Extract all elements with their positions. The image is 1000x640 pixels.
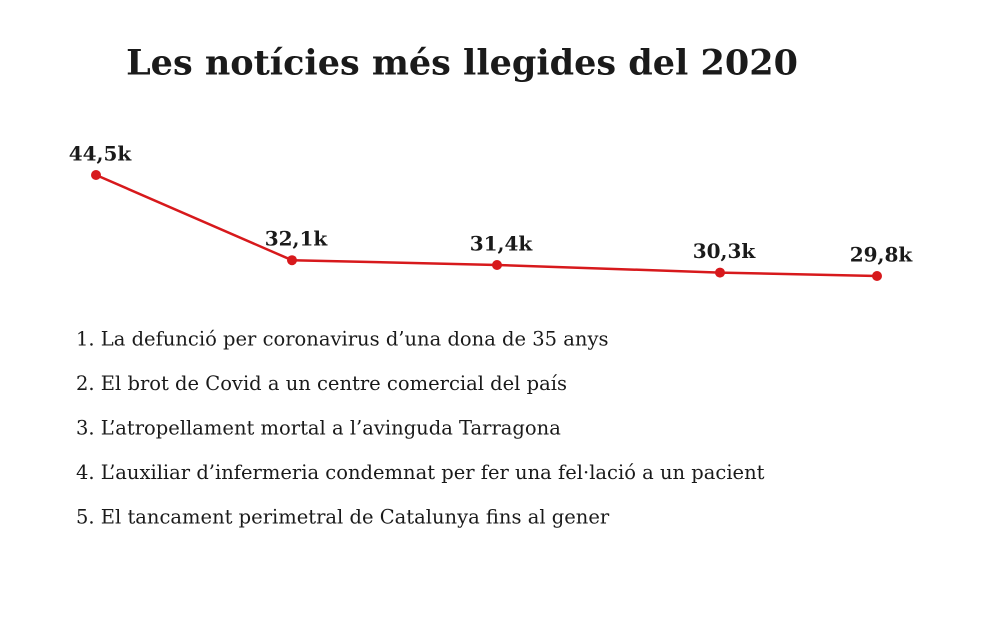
point xyxy=(492,260,502,271)
list-item: 3. L’atropellament mortal a l’avinguda T… xyxy=(76,417,561,440)
line xyxy=(95,173,878,278)
list-item: 5. El tancament perimetral de Catalunya … xyxy=(76,506,610,529)
data-label: 32,1k xyxy=(265,227,329,251)
point xyxy=(91,170,101,180)
list-item: 1. La defunció per coronavirus d’una don… xyxy=(76,328,609,351)
point xyxy=(715,267,725,278)
data-label: 30,3k xyxy=(693,239,757,263)
list-item: 2. El brot de Covid a un centre comercia… xyxy=(76,372,567,395)
chart-title: Les notícies més llegides del 2020 xyxy=(126,43,798,84)
point xyxy=(872,271,882,281)
data-label: 44,5k xyxy=(69,142,133,166)
data-label: 29,8k xyxy=(850,243,914,267)
point xyxy=(287,255,297,266)
data-label: 31,4k xyxy=(470,232,534,256)
list-item: 4. L’auxiliar d’infermeria condemnat per… xyxy=(76,461,765,484)
